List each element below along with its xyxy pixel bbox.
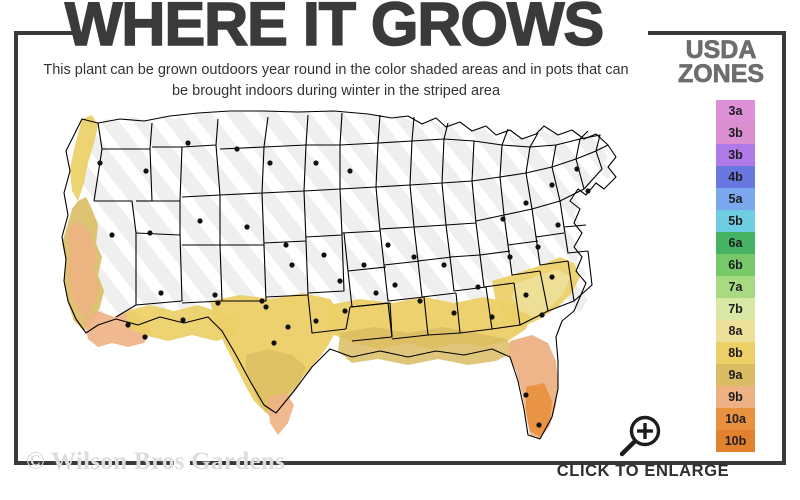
zone-swatch-9a: 9a — [716, 364, 755, 386]
map-city-dots — [97, 140, 591, 428]
usda-zone-map[interactable] — [40, 105, 660, 460]
zone-swatch-label: 3b — [728, 148, 743, 162]
zone-swatch-label: 8b — [728, 346, 743, 360]
zone-swatch-label: 7b — [728, 302, 743, 316]
usda-zone-legend: 3a 3b 3b 4b 5a 5b 6a 6b 7a 7b 8a 8b 9a 9b 10a 10b — [716, 100, 755, 452]
zone-swatch-label: 5b — [728, 214, 743, 228]
page-subtitle: This plant can be grown outdoors year ro… — [43, 62, 629, 99]
frame-border-bottom-right-stub — [190, 461, 786, 465]
zone-swatch-label: 10a — [725, 412, 746, 426]
zone-swatch-8a: 8a — [716, 320, 755, 342]
click-to-enlarge-label[interactable]: CLICK TO ENLARGE — [556, 462, 730, 480]
frame-border-right — [782, 31, 786, 465]
zone-swatch-6a: 6a — [716, 232, 755, 254]
zone-swatch-5b: 5b — [716, 210, 755, 232]
zone-swatch-7a: 7a — [716, 276, 755, 298]
legend-title-line1: USDA — [685, 36, 757, 64]
frame-border-left — [14, 31, 18, 465]
frame-border-bottom-left-stub — [14, 461, 174, 465]
zone-swatch-5a: 5a — [716, 188, 755, 210]
zone-swatch-6b: 6b — [716, 254, 755, 276]
zone-swatch-10b: 10b — [716, 430, 755, 452]
watermark-wilson-bros-gardens: © Wilson Bros Gardens — [26, 448, 286, 475]
zone-swatch-label: 9b — [728, 390, 743, 404]
map-striped-region — [76, 111, 612, 323]
frame-border-top-right-stub — [648, 31, 786, 35]
map-state-borders — [61, 110, 617, 440]
zone-swatch-3a: 3a — [716, 100, 755, 122]
zone-swatch-label: 3a — [728, 104, 743, 118]
legend-title-line2: ZONES — [677, 60, 765, 88]
zone-swatch-10a: 10a — [716, 408, 755, 430]
map-colored-zones — [62, 115, 580, 439]
zone-swatch-label: 6a — [728, 236, 743, 250]
frame-border-top-left-stub — [14, 31, 76, 35]
zone-swatch-3b-2: 3b — [716, 144, 755, 166]
zone-swatch-9b: 9b — [716, 386, 755, 408]
zone-swatch-label: 4b — [728, 170, 743, 184]
zone-swatch-7b: 7b — [716, 298, 755, 320]
zone-swatch-label: 7a — [728, 280, 743, 294]
zone-swatch-label: 5a — [728, 192, 743, 206]
magnifier-plus-icon[interactable] — [618, 414, 664, 458]
zone-swatch-label: 3b — [728, 126, 743, 140]
zone-swatch-8b: 8b — [716, 342, 755, 364]
legend-heading: USDA ZONES — [660, 36, 782, 88]
zone-swatch-label: 6b — [728, 258, 743, 272]
page-title: WHERE IT GROWS — [64, 0, 605, 58]
zone-swatch-label: 8a — [728, 324, 743, 338]
zone-swatch-label: 10b — [724, 434, 747, 448]
zone-swatch-label: 9a — [728, 368, 743, 382]
zone-swatch-3b-1: 3b — [716, 122, 755, 144]
zone-swatch-4b: 4b — [716, 166, 755, 188]
